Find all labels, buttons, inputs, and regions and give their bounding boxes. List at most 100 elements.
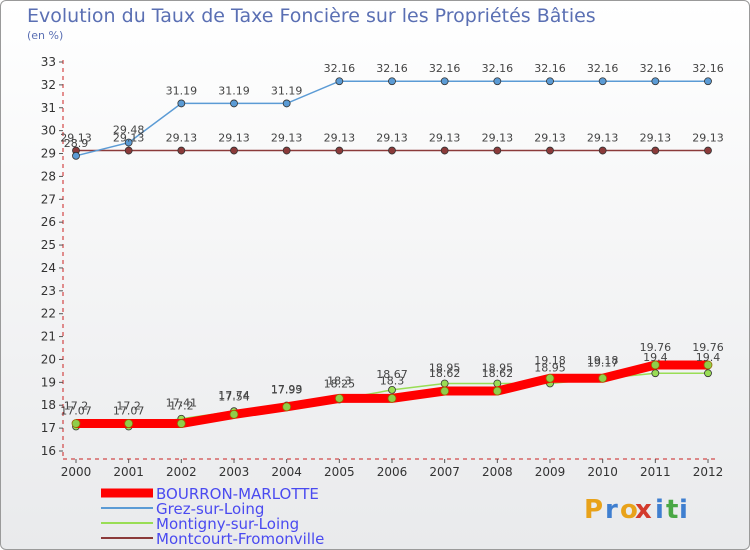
data-label: 32.16 [640, 62, 672, 75]
data-point [72, 151, 80, 160]
x-tick-label: 2002 [166, 465, 197, 479]
data-point [229, 409, 239, 419]
y-tick-label: 16 [41, 444, 56, 458]
data-point [230, 146, 238, 155]
data-label: 19.4 [643, 351, 668, 364]
data-point [282, 146, 291, 155]
series-layer [71, 77, 713, 431]
data-label: 17.2 [169, 400, 194, 413]
y-axis-unit: (en %) [27, 29, 64, 42]
y-tick-label: 21 [41, 330, 56, 344]
data-point [493, 146, 502, 155]
data-point [335, 77, 344, 86]
data-point [546, 146, 554, 155]
data-label: 32.16 [587, 62, 619, 75]
y-tick-label: 26 [41, 215, 56, 229]
data-label: 32.16 [376, 62, 408, 75]
data-label: 19.18 [587, 354, 619, 367]
data-label: 32.16 [534, 62, 566, 75]
chart-title: Evolution du Taux de Taxe Foncière sur l… [27, 5, 596, 27]
x-tick-label: 2003 [219, 465, 250, 479]
data-point [388, 77, 396, 86]
x-tick-label: 2011 [640, 465, 671, 479]
data-label: 19.76 [640, 341, 672, 354]
data-point [704, 77, 712, 86]
data-label: 17.2 [116, 400, 141, 413]
logo-letter: i [679, 495, 688, 525]
data-label: 29.13 [692, 132, 724, 145]
data-label: 17.99 [271, 383, 303, 396]
data-point [177, 146, 186, 155]
data-point [282, 402, 292, 412]
y-tick-label: 18 [41, 398, 56, 412]
data-point [598, 373, 608, 383]
logo-letter: o [620, 495, 638, 525]
legend-label: BOURRON-MARLOTTE [156, 485, 319, 503]
data-point [704, 146, 712, 155]
data-point [545, 373, 555, 383]
data-point [650, 360, 660, 370]
data-label: 29.13 [640, 132, 672, 145]
axes: 16 17 18 19 20 21 22 23 24 25 26 27 28 29 30 31 32 33 2000… [41, 55, 724, 479]
data-label: 29.48 [113, 124, 145, 137]
data-point [335, 146, 344, 155]
y-tick-label: 30 [41, 124, 56, 138]
data-labels: 17.2 17.2 17.2 17.54 17.93 18.3 18.3 18.62 18.62… [60, 62, 724, 417]
data-point [177, 99, 186, 108]
y-tick-label: 29 [41, 147, 56, 161]
data-label: 29.13 [60, 132, 92, 145]
data-label: 31.19 [271, 84, 303, 97]
data-label: 29.13 [166, 132, 198, 145]
legend-label: Montigny-sur-Loing [156, 515, 299, 533]
data-label: 17.93 [271, 383, 303, 396]
y-tick-label: 25 [41, 238, 56, 252]
x-tick-label: 2005 [324, 465, 355, 479]
logo-letter: i [655, 495, 664, 525]
logo-letter: P [584, 495, 603, 525]
data-label: 19.4 [696, 351, 721, 364]
data-label: 32.16 [429, 62, 461, 75]
data-label: 29.13 [271, 132, 303, 145]
x-tick-label: 2001 [113, 465, 144, 479]
legend: BOURRON-MARLOTTEGrez-sur-LoingMontigny-s… [101, 485, 324, 548]
y-tick-label: 33 [41, 55, 56, 69]
x-tick-label: 2012 [693, 465, 724, 479]
data-point [704, 369, 712, 378]
y-tick-label: 23 [41, 284, 56, 298]
data-label: 29.13 [324, 132, 356, 145]
data-point [282, 99, 291, 108]
data-point [388, 146, 396, 155]
data-point [124, 138, 133, 147]
logo-letter: t [666, 495, 678, 525]
data-label: 17.74 [218, 389, 250, 402]
y-tick-label: 32 [41, 78, 56, 92]
data-label: 18.3 [327, 374, 352, 387]
data-point [651, 146, 660, 155]
data-point [124, 146, 133, 155]
data-label: 17.41 [166, 397, 198, 410]
data-label: 19.17 [587, 356, 619, 369]
data-label: 29.13 [429, 132, 461, 145]
data-point [493, 77, 502, 86]
data-label: 28.9 [64, 137, 89, 150]
data-point [651, 369, 660, 378]
data-point [124, 419, 134, 428]
data-label: 29.13 [587, 132, 619, 145]
data-label: 18.95 [534, 361, 566, 374]
data-label: 29.13 [113, 132, 145, 145]
y-tick-label: 27 [41, 192, 56, 206]
data-label: 31.19 [218, 84, 250, 97]
x-tick-label: 2004 [271, 465, 302, 479]
data-point [71, 419, 81, 428]
data-point [440, 77, 449, 86]
data-label: 19.18 [534, 354, 566, 367]
data-point [598, 77, 607, 86]
data-label: 32.16 [692, 62, 724, 75]
legend-label: Grez-sur-Loing [156, 500, 264, 518]
data-point [440, 379, 449, 388]
data-label: 29.13 [482, 132, 514, 145]
data-label: 17.07 [113, 405, 145, 418]
